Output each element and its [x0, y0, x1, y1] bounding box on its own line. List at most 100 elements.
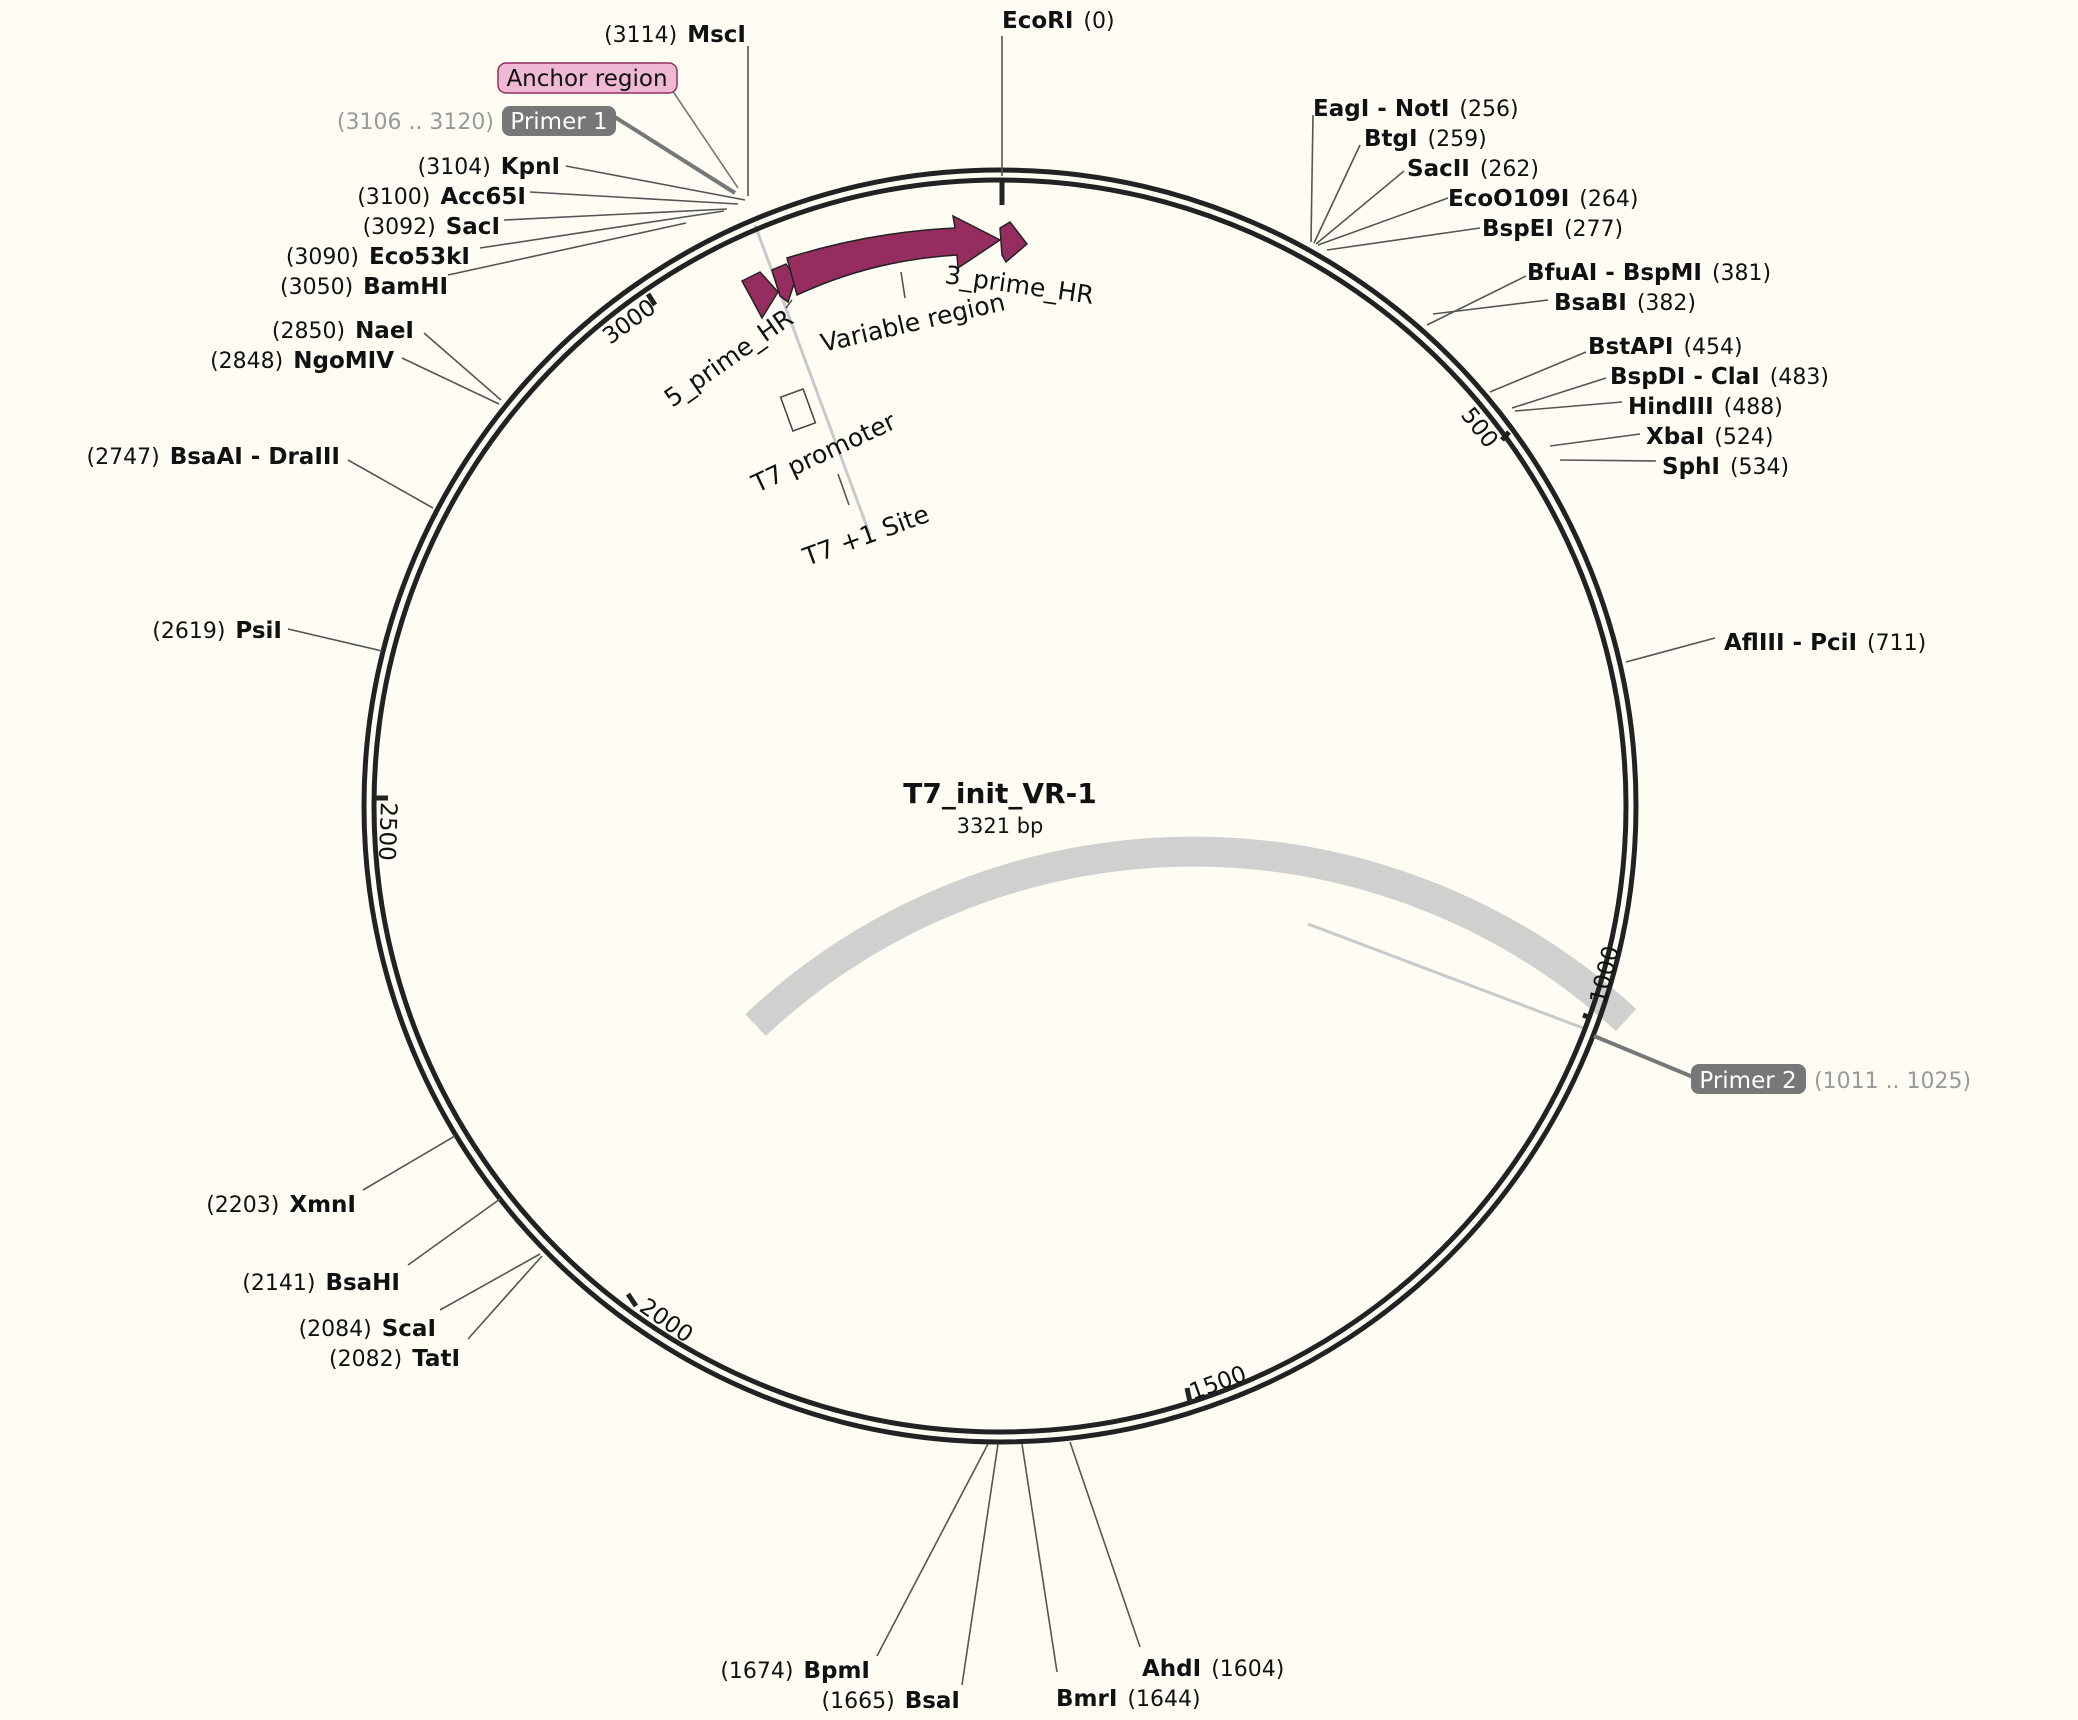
leader-sacii: [1315, 170, 1405, 245]
backbone-outer: [361, 167, 1639, 1445]
site-eagi[interactable]: EagI - NotI (256): [1313, 96, 1519, 122]
site-bsahi[interactable]: (2141) BsaHI: [242, 1270, 400, 1296]
site-sacii[interactable]: SacII (262): [1407, 156, 1539, 182]
site-bsai[interactable]: (1665) BsaI: [822, 1688, 960, 1714]
leader-saci: [503, 208, 728, 221]
leader-bspdi: [1511, 377, 1607, 409]
leader-bsabi: [1432, 299, 1549, 315]
leader-xmni: [362, 1135, 456, 1191]
leader-bamhi: [447, 222, 687, 276]
primer1-label: Primer 1: [510, 109, 607, 135]
leader-naei: [423, 332, 502, 401]
site-saci[interactable]: (3092) SacI: [363, 214, 500, 240]
variable-region-label: Variable region: [818, 287, 1008, 358]
primer1-range: (3106 .. 3120): [337, 110, 494, 135]
site-psii[interactable]: (2619) PsiI: [152, 618, 282, 644]
five-prime-hr-arrow[interactable]: [740, 271, 779, 320]
site-bpmi[interactable]: (1674) BpmI: [720, 1658, 870, 1684]
site-msci[interactable]: (3114) MscI: [604, 22, 746, 48]
leader-eagi: [1310, 114, 1314, 243]
primer-projection-line: [1307, 922, 1584, 1030]
site-ngomiv[interactable]: (2848) NgoMIV: [210, 348, 394, 374]
primer2-leader: [1593, 1034, 1694, 1079]
primer2-badge[interactable]: [1691, 1064, 1806, 1094]
site-hindiii[interactable]: HindIII (488): [1628, 394, 1783, 420]
leader-bspei: [1326, 227, 1481, 251]
primer1-badge[interactable]: [502, 106, 616, 136]
site-bmri[interactable]: BmrI (1644): [1056, 1686, 1201, 1712]
leader-bfuai: [1426, 275, 1527, 326]
site-ecoo109i[interactable]: EcoO109I (264): [1448, 186, 1638, 212]
site-scai[interactable]: (2084) ScaI: [299, 1316, 436, 1342]
leader-hindiii: [1514, 401, 1623, 412]
tick-500: [1500, 430, 1511, 442]
plasmid-length: 3321 bp: [957, 814, 1044, 838]
leader-scai: [439, 1253, 541, 1311]
site-eco53ki[interactable]: (3090) Eco53kI: [286, 244, 470, 270]
leader-ahdi: [1069, 1441, 1141, 1648]
site-ecori[interactable]: EcoRI (0): [1002, 8, 1115, 34]
leader-ecoo109i: [1317, 197, 1449, 246]
leader-sphi: [1559, 459, 1657, 462]
three-prime-hr-arrow[interactable]: [999, 221, 1029, 264]
leader-btgi: [1313, 144, 1361, 244]
leader-bsaai: [347, 459, 434, 509]
leader-xbai: [1549, 433, 1641, 447]
site-btgi[interactable]: BtgI (259): [1364, 126, 1487, 152]
leader-afliii: [1625, 637, 1716, 663]
five-prime-hr-leader: [785, 299, 793, 309]
tick-2000: [625, 1292, 639, 1308]
primer2-label: Primer 2: [1699, 1068, 1796, 1094]
site-bsabi[interactable]: BsaBI (382): [1554, 290, 1696, 316]
site-kpni[interactable]: (3104) KpnI: [418, 154, 560, 180]
leader-bmri: [1021, 1443, 1058, 1673]
tick-1500: [1184, 1387, 1193, 1403]
site-ahdi[interactable]: AhdI (1604): [1142, 1656, 1284, 1682]
site-afliii[interactable]: AflIII - PciI (711): [1724, 630, 1926, 656]
site-naei[interactable]: (2850) NaeI: [272, 318, 414, 344]
variable-region-leader: [900, 271, 906, 299]
highlight-arc: [745, 836, 1637, 1036]
variable-region-arrow[interactable]: [786, 214, 1002, 297]
primer2-range: (1011 .. 1025): [1814, 1069, 1971, 1094]
primer1-leader: [608, 112, 737, 195]
leader-bpmi: [876, 1443, 989, 1657]
site-xmni[interactable]: (2203) XmnI: [206, 1192, 356, 1218]
primer1-group: Anchor region Primer 1 (3106 .. 3120): [337, 62, 739, 195]
t7-promoter-label: T7 promoter: [746, 406, 900, 499]
site-bstapi[interactable]: BstAPI (454): [1588, 334, 1743, 360]
site-xbai[interactable]: XbaI (524): [1646, 424, 1773, 450]
leader-psii: [287, 628, 383, 652]
leader-bstapi: [1489, 351, 1587, 393]
primer2-group: Primer 2 (1011 .. 1025): [1593, 1034, 1971, 1094]
t7-site-mark: [837, 473, 850, 506]
site-bamhi[interactable]: (3050) BamHI: [280, 274, 448, 300]
t7-promoter-box[interactable]: [779, 388, 817, 432]
features-group: 5_prime_HR Variable region 3_prime_HR T7…: [659, 214, 1096, 572]
tick-1000: [1582, 1012, 1592, 1021]
plasmid-name: T7_init_VR-1: [903, 777, 1096, 810]
site-leaders: [287, 36, 1716, 1686]
leader-eco53ki: [479, 210, 725, 249]
tick-label-2000: 2000: [635, 1294, 698, 1349]
leader-tati: [467, 1255, 543, 1340]
site-bspei[interactable]: BspEI (277): [1482, 216, 1623, 242]
leader-ngomiv: [401, 357, 500, 405]
site-bfuai[interactable]: BfuAI - BspMI (381): [1527, 260, 1771, 286]
t7-site-label: T7 +1 Site: [798, 499, 933, 572]
five-prime-hr-arrow-2[interactable]: [771, 263, 797, 304]
site-labels: EcoRI (0) EagI - NotI (256) BtgI (259) SacI…: [87, 8, 1927, 1714]
anchor-region-badge[interactable]: [497, 62, 678, 94]
leader-bsai: [961, 1443, 999, 1686]
tick-label-2500: 2500: [373, 802, 401, 861]
leader-acc65i: [529, 191, 739, 205]
leader-bsahi: [407, 1198, 501, 1266]
site-bspdi[interactable]: BspDI - ClaI (483): [1610, 364, 1829, 390]
site-tati[interactable]: (2082) TatI: [329, 1346, 460, 1372]
site-sphi[interactable]: SphI (534): [1662, 454, 1789, 480]
tick-label-1500: 1500: [1186, 1361, 1250, 1405]
site-bsaai[interactable]: (2747) BsaAI - DraIII: [87, 444, 340, 470]
leader-kpni: [565, 165, 746, 201]
site-acc65i[interactable]: (3100) Acc65I: [357, 184, 526, 210]
